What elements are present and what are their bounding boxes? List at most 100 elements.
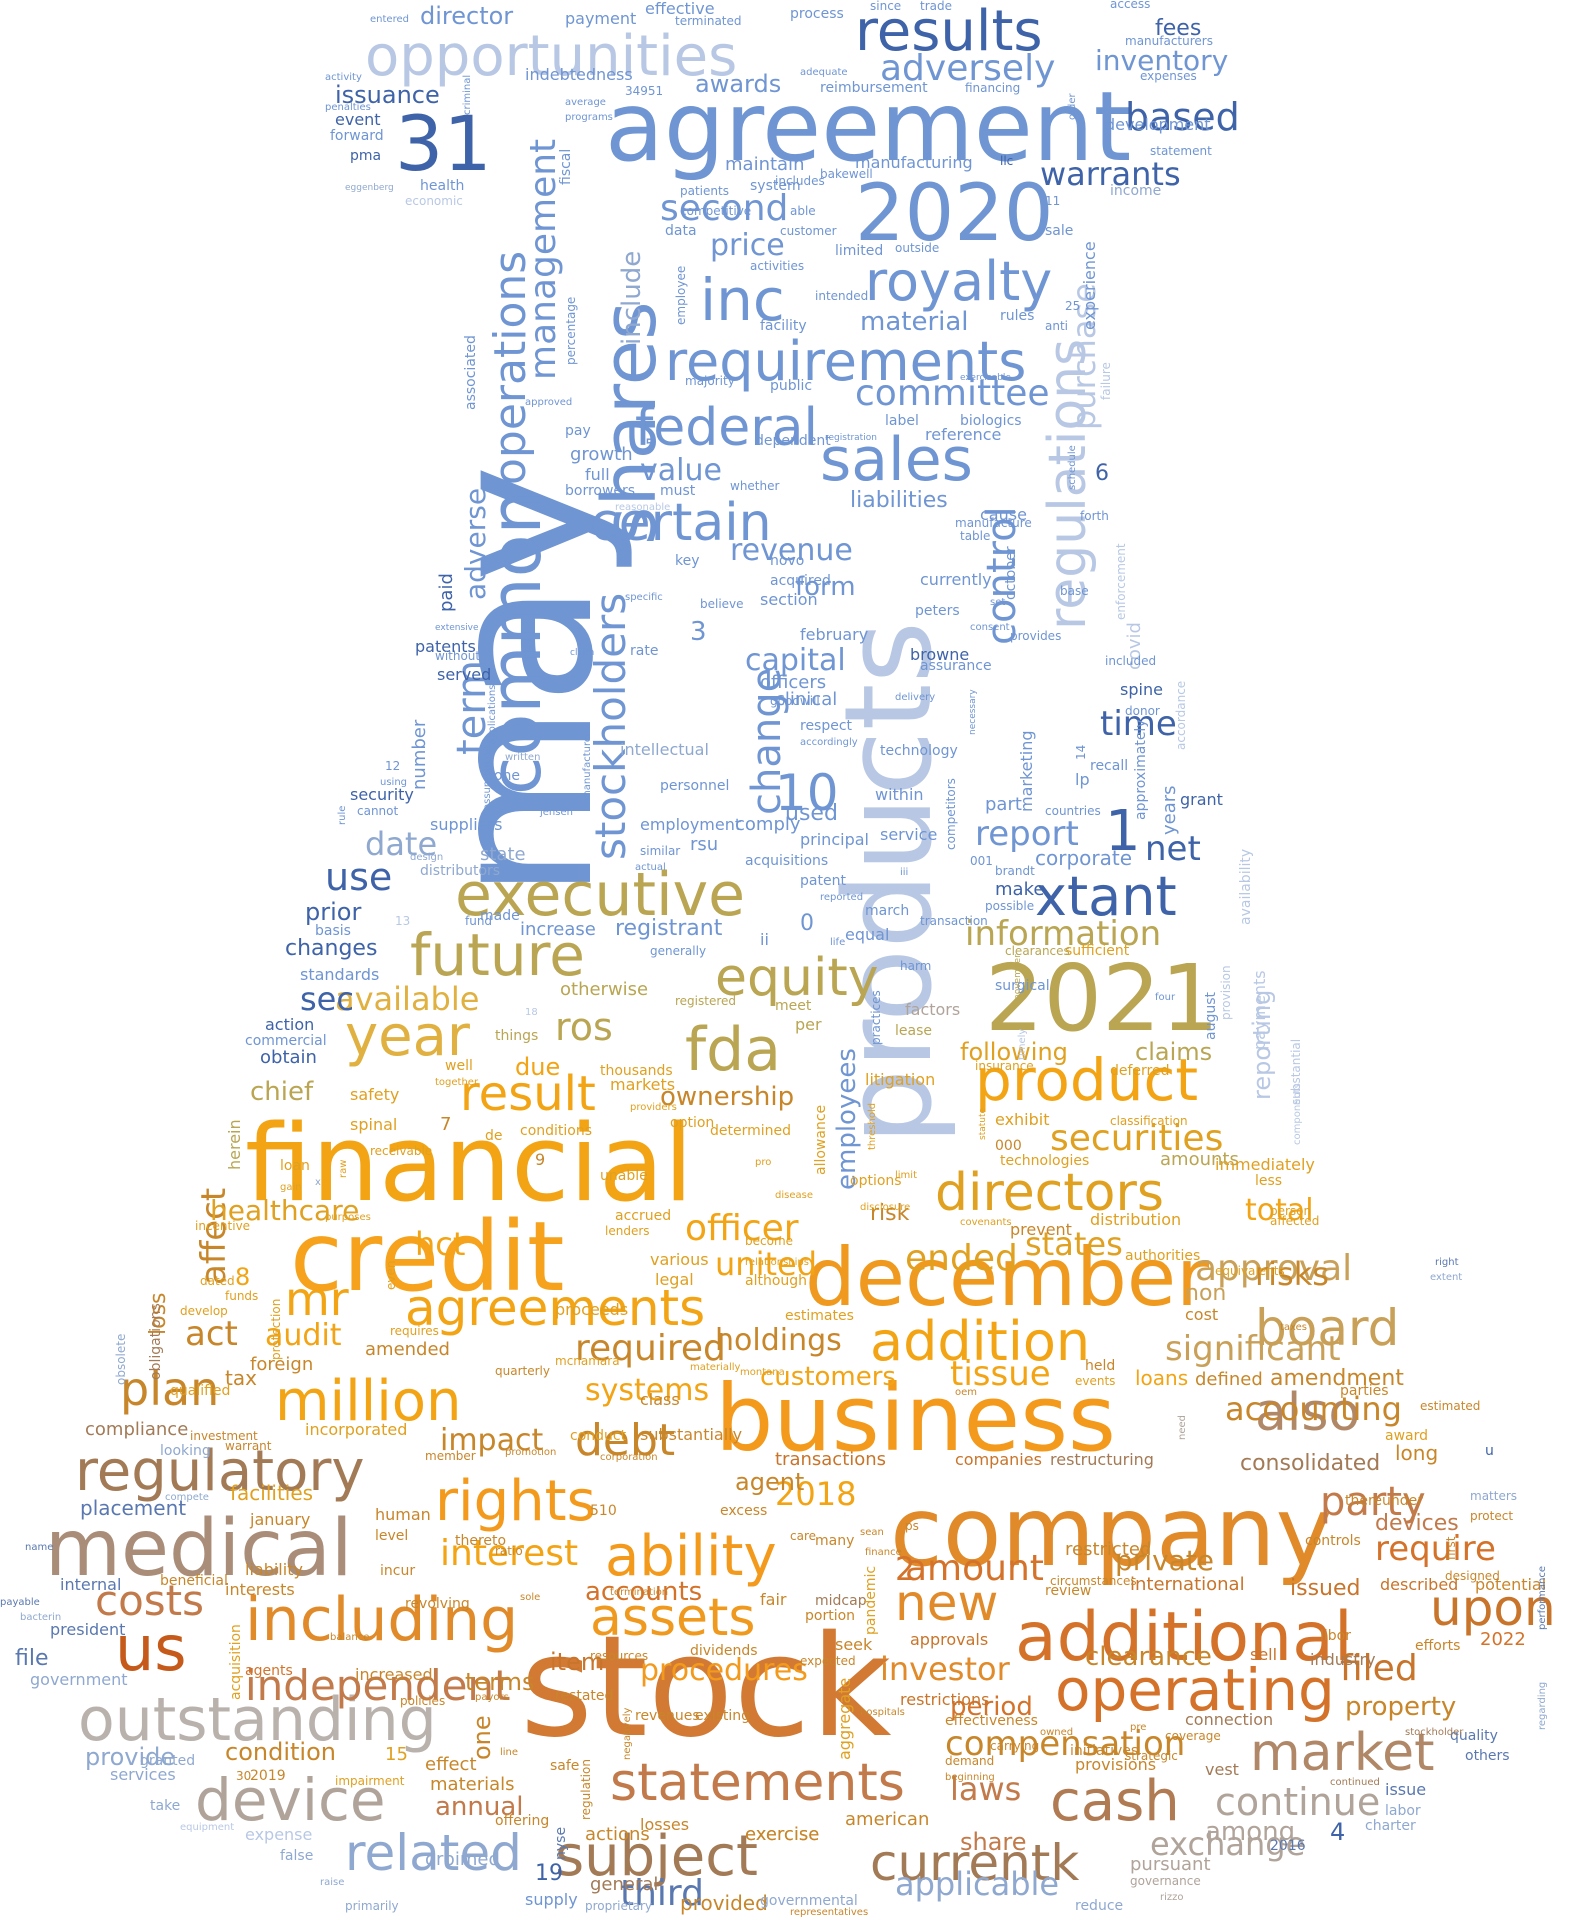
word-499: montana xyxy=(740,1367,785,1378)
word-334: 15 xyxy=(385,1744,408,1765)
word-31: ability xyxy=(605,1524,777,1589)
word-165: loss xyxy=(146,1293,171,1336)
word-62: costs xyxy=(95,1576,204,1625)
word-266: exhibit xyxy=(995,1110,1050,1129)
word-327: 7 xyxy=(440,1114,451,1135)
word-544: termination xyxy=(610,1587,668,1598)
word-289: label xyxy=(885,413,919,429)
word-535: controls xyxy=(1305,1533,1361,1549)
word-17: opportunities xyxy=(365,24,737,89)
word-205: orbimed xyxy=(425,1849,500,1870)
word-326: 6 xyxy=(1095,461,1109,486)
word-248: employment xyxy=(640,815,741,834)
word-349: expenses xyxy=(1140,69,1197,83)
word-592: looking xyxy=(160,1443,211,1459)
word-265: process xyxy=(790,6,844,22)
word-316: bone xyxy=(485,768,520,784)
word-87: exchange xyxy=(1150,1825,1305,1863)
word-342: 34951 xyxy=(625,84,663,98)
word-467: prevent xyxy=(1010,1220,1072,1239)
word-498: materially xyxy=(690,1362,741,1373)
word-567: labor xyxy=(1385,1803,1421,1819)
word-225: january xyxy=(249,1510,310,1529)
word-224: revolving xyxy=(405,1596,470,1612)
word-494: estimates xyxy=(785,1308,854,1324)
word-417: actual xyxy=(635,862,666,873)
word-297: income xyxy=(1110,183,1161,199)
word-94: systems xyxy=(585,1373,709,1408)
word-121: employees xyxy=(832,1048,862,1190)
word-71: information xyxy=(965,914,1161,954)
word-125: ended xyxy=(905,1238,1018,1279)
word-378: exercisable xyxy=(960,373,1011,383)
word-65: change xyxy=(744,668,790,815)
word-73: approval xyxy=(1195,1248,1352,1289)
word-511: need xyxy=(1177,1415,1188,1440)
word-355: average xyxy=(565,97,606,108)
word-171: state xyxy=(480,844,526,865)
word-82: compensation xyxy=(945,1724,1185,1764)
word-385: schedule xyxy=(1067,445,1078,490)
word-395: specific xyxy=(625,592,663,603)
word-13: medical xyxy=(45,1504,353,1594)
word-325: 5 xyxy=(645,435,655,454)
word-561: effectiveness xyxy=(945,1713,1038,1729)
word-180: make xyxy=(995,879,1044,900)
word-590: carrying xyxy=(990,1739,1039,1753)
word-221: facilities xyxy=(230,1481,313,1505)
word-109: liabilities xyxy=(850,488,948,513)
word-450: receivable xyxy=(370,1144,432,1158)
word-585: equipment xyxy=(180,1822,234,1833)
word-112: awards xyxy=(695,70,781,98)
word-521: ratio xyxy=(495,1544,523,1558)
word-176: spine xyxy=(1120,680,1163,699)
word-377: approved xyxy=(525,397,572,408)
word-202: supply xyxy=(525,1890,578,1909)
word-167: prior xyxy=(305,898,361,926)
word-101: net xyxy=(1145,829,1201,869)
word-307: respect xyxy=(800,718,853,734)
word-523: many xyxy=(815,1533,854,1549)
word-305: cause xyxy=(980,505,1027,524)
word-22: operations xyxy=(485,251,536,485)
word-166: non xyxy=(1185,1281,1226,1306)
word-461: gain xyxy=(280,1182,302,1193)
word-148: among xyxy=(1205,1817,1295,1847)
word-361: llc xyxy=(1000,154,1013,168)
word-106: price xyxy=(710,228,785,263)
word-185: comply xyxy=(735,814,801,835)
word-405: accordance xyxy=(1174,681,1188,750)
word-532: first xyxy=(1444,1536,1458,1560)
word-547: pandemic xyxy=(863,1566,879,1635)
word-347: terminated xyxy=(675,14,742,28)
word-575: losses xyxy=(640,1815,689,1834)
word-195: effect xyxy=(425,1754,477,1775)
word-11: shares xyxy=(587,301,673,545)
word-239: restructuring xyxy=(1050,1450,1154,1469)
word-352: activity xyxy=(325,72,362,83)
word-448: safety xyxy=(350,1085,399,1104)
word-216: dividends xyxy=(690,1643,758,1659)
word-420: availability xyxy=(1238,849,1254,925)
word-360: order xyxy=(1067,92,1078,120)
word-116: 10 xyxy=(775,764,839,822)
word-149: share xyxy=(960,1828,1027,1856)
word-552: payors xyxy=(475,1692,509,1703)
word-199: pursuant xyxy=(1130,1854,1211,1875)
word-492: obsolete xyxy=(114,1334,128,1385)
word-78: require xyxy=(1375,1529,1496,1569)
word-246: suppliers xyxy=(430,815,502,834)
word-163: services xyxy=(110,1765,176,1784)
word-571: rizzo xyxy=(1160,1892,1184,1903)
word-343: since xyxy=(870,0,901,13)
word-299: data xyxy=(665,223,697,239)
word-301: facility xyxy=(760,318,807,334)
word-276: practices xyxy=(869,990,883,1045)
word-419: approximately xyxy=(1133,719,1149,820)
word-586: initiatives xyxy=(1070,1743,1138,1759)
word-187: officers xyxy=(760,672,826,693)
word-353: penalties xyxy=(325,102,371,113)
word-97: capital xyxy=(745,643,846,678)
word-402: donor xyxy=(1125,704,1160,718)
word-338: 30 xyxy=(236,1769,251,1783)
